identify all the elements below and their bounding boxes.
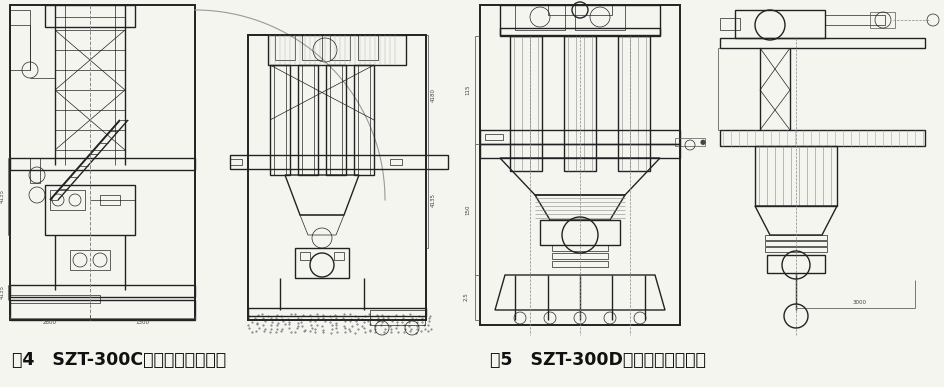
Bar <box>302 35 322 60</box>
Bar <box>370 310 425 325</box>
Bar <box>480 5 680 325</box>
Text: 4135: 4135 <box>0 189 5 203</box>
Bar <box>767 255 825 273</box>
Bar <box>735 10 825 38</box>
Bar <box>100 195 120 205</box>
Bar <box>720 130 925 146</box>
Bar <box>500 28 660 36</box>
Bar <box>510 36 542 171</box>
Bar <box>70 250 110 270</box>
Bar <box>330 35 350 60</box>
Bar <box>358 35 378 60</box>
Bar <box>552 253 608 259</box>
Bar <box>326 65 346 175</box>
Bar <box>45 185 135 235</box>
Bar <box>10 295 100 303</box>
Bar <box>248 35 426 320</box>
Bar <box>30 158 40 183</box>
Bar <box>298 65 318 175</box>
Bar <box>275 35 295 60</box>
Bar <box>500 5 660 35</box>
Bar <box>300 252 310 260</box>
Bar <box>10 5 195 320</box>
Bar <box>334 252 344 260</box>
Bar <box>485 134 503 140</box>
Bar <box>825 15 885 25</box>
Bar <box>230 155 448 169</box>
Bar <box>540 220 620 245</box>
Bar <box>10 158 195 170</box>
Bar <box>618 36 650 171</box>
Bar <box>552 261 608 267</box>
Bar <box>765 235 827 240</box>
Bar <box>270 65 290 175</box>
Bar <box>548 5 612 15</box>
Bar <box>248 308 426 316</box>
Text: 3000: 3000 <box>853 300 867 305</box>
Bar <box>720 18 740 30</box>
Bar <box>765 241 827 246</box>
Bar <box>268 35 406 65</box>
Bar <box>755 146 837 206</box>
Bar <box>354 65 374 175</box>
Bar <box>55 5 125 17</box>
Bar <box>870 12 895 28</box>
Bar <box>564 36 596 171</box>
Text: ●: ● <box>700 139 706 145</box>
Text: 图4   SZT-300C型库侧熟料装车机: 图4 SZT-300C型库侧熟料装车机 <box>12 351 227 369</box>
Text: 2800: 2800 <box>43 320 57 325</box>
Text: 1300: 1300 <box>135 320 149 325</box>
Bar <box>575 5 625 30</box>
Bar <box>675 138 705 146</box>
Bar <box>720 38 925 48</box>
Bar <box>390 159 402 165</box>
Bar <box>295 248 349 278</box>
Text: 图5   SZT-300D型库底熟料装车机: 图5 SZT-300D型库底熟料装车机 <box>490 351 706 369</box>
Bar <box>480 144 680 158</box>
Bar <box>45 5 135 27</box>
Bar <box>10 285 195 297</box>
Text: 4135: 4135 <box>430 193 435 207</box>
Text: 2.5: 2.5 <box>464 293 468 301</box>
Bar <box>480 130 680 144</box>
Text: 150: 150 <box>465 205 470 215</box>
Bar <box>765 247 827 252</box>
Text: 4180: 4180 <box>430 88 435 102</box>
Bar <box>10 300 195 320</box>
Bar <box>230 159 242 165</box>
Bar <box>10 10 30 70</box>
Text: 115: 115 <box>465 85 470 95</box>
Bar <box>515 5 565 30</box>
Bar <box>50 190 85 210</box>
Text: 4135: 4135 <box>0 285 5 299</box>
Bar <box>552 245 608 251</box>
